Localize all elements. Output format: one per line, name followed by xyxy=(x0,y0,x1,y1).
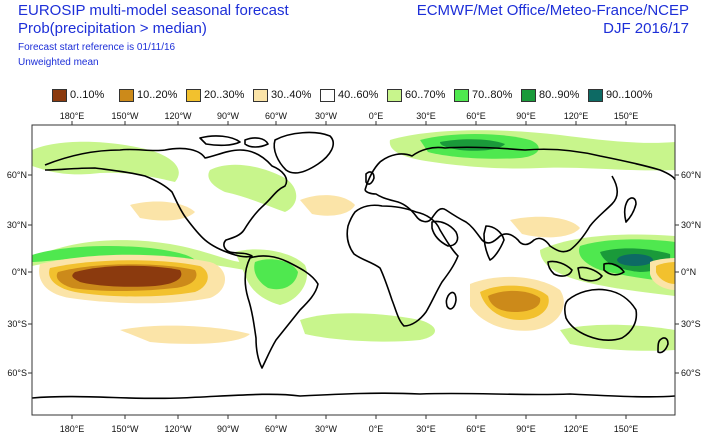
coast-eurasia xyxy=(364,146,676,253)
lon-label: 150°W xyxy=(111,424,139,434)
lat-label: 30°N xyxy=(681,220,701,230)
coast-north-america xyxy=(44,147,288,258)
centres-label: ECMWF/Met Office/Meteo-France/NCEP xyxy=(416,2,689,19)
legend-label: 10..20% xyxy=(137,89,178,101)
shade-driest-central-pacific xyxy=(72,265,182,287)
shade-drier-pacific-edge xyxy=(656,262,675,284)
lon-label: 30°E xyxy=(416,424,436,434)
lat-label: 30°S xyxy=(7,319,27,329)
lon-label: 0°E xyxy=(369,111,384,121)
coast-new-zealand xyxy=(657,337,669,354)
lon-label: 180°E xyxy=(60,424,85,434)
lat-label: 0°N xyxy=(681,267,696,277)
lon-label: 150°W xyxy=(111,111,139,121)
legend-label: 80..90% xyxy=(539,89,580,101)
lat-label: 60°N xyxy=(681,170,701,180)
lat-labels-left: 60°N 30°N 0°N 30°S 60°S xyxy=(7,170,27,378)
lon-label: 30°E xyxy=(416,111,436,121)
legend-swatch xyxy=(454,89,469,102)
legend-label: 30..40% xyxy=(271,89,312,101)
lon-label: 60°E xyxy=(466,424,486,434)
coast-britain xyxy=(365,171,375,185)
map-frame xyxy=(31,124,676,416)
lat-label: 30°N xyxy=(7,220,27,230)
lon-label: 150°E xyxy=(614,424,639,434)
coast-africa xyxy=(346,204,459,327)
coast-australia xyxy=(563,288,638,341)
coast-arabia xyxy=(431,220,459,247)
shade-dry-subtropics-north xyxy=(300,195,355,216)
lon-label: 120°W xyxy=(164,424,192,434)
lon-labels-bottom: 180°E 150°W 120°W 90°W 60°W 30°W 0°E 30°… xyxy=(60,424,639,434)
map-subtitle: Prob(precipitation > median) xyxy=(18,20,207,37)
lat-label: 30°S xyxy=(681,319,701,329)
tick-marks xyxy=(28,121,679,419)
legend-label: 60..70% xyxy=(405,89,446,101)
lon-labels-top: 180°E 150°W 120°W 90°W 60°W 30°W 0°E 30°… xyxy=(60,111,639,121)
coast-south-america xyxy=(244,255,319,369)
lon-label: 90°W xyxy=(217,424,240,434)
shade-dry-southern xyxy=(120,325,250,344)
legend-swatch xyxy=(52,89,67,102)
legend-swatch xyxy=(186,89,201,102)
lon-label: 180°E xyxy=(60,111,85,121)
lat-labels-right: 60°N 30°N 0°N 30°S 60°S xyxy=(681,170,701,378)
lon-label: 150°E xyxy=(614,111,639,121)
lon-label: 90°W xyxy=(217,111,240,121)
legend-swatch xyxy=(521,89,536,102)
coastlines xyxy=(31,131,676,400)
legend-swatch xyxy=(253,89,268,102)
probability-shading xyxy=(32,130,675,351)
shade-wet-north-america xyxy=(208,164,297,212)
legend-swatch xyxy=(387,89,402,102)
legend-swatch xyxy=(320,89,335,102)
lon-label: 60°E xyxy=(466,111,486,121)
shade-wet-south-atlantic xyxy=(300,313,435,342)
legend-swatch xyxy=(119,89,134,102)
lon-label: 120°E xyxy=(564,111,589,121)
legend-label: 20..30% xyxy=(204,89,245,101)
coast-japan xyxy=(623,197,637,223)
coast-madagascar xyxy=(445,291,457,310)
coast-india xyxy=(483,225,505,261)
legend-label: 70..80% xyxy=(472,89,513,101)
lon-label: 120°W xyxy=(164,111,192,121)
lon-label: 0°E xyxy=(369,424,384,434)
lat-label: 60°N xyxy=(7,170,27,180)
map-title: EUROSIP multi-model seasonal forecast xyxy=(18,2,289,19)
lon-label: 60°W xyxy=(265,424,288,434)
lat-label: 0°N xyxy=(12,267,27,277)
season-label: DJF 2016/17 xyxy=(603,20,689,37)
lon-label: 90°E xyxy=(516,111,536,121)
coast-greenland xyxy=(273,131,334,174)
shade-extreme-wet-pacific xyxy=(617,254,653,266)
shade-dry-east-asia xyxy=(510,216,580,238)
lat-label: 60°S xyxy=(7,368,27,378)
legend-label: 40..60% xyxy=(338,89,379,101)
lon-label: 30°W xyxy=(315,111,338,121)
shade-wetter-pacific-band xyxy=(32,246,195,262)
shade-wet-southern-ocean xyxy=(560,324,675,351)
legend-label: 0..10% xyxy=(70,89,105,101)
coast-arctic-islands xyxy=(199,135,269,148)
coast-indonesia xyxy=(547,260,625,282)
lat-label: 60°S xyxy=(681,368,701,378)
lon-label: 60°W xyxy=(265,111,288,121)
forecast-start: Forecast start reference is 01/11/16 xyxy=(18,42,176,53)
lon-label: 90°E xyxy=(516,424,536,434)
legend-label: 90..100% xyxy=(606,89,653,101)
weighting-note: Unweighted mean xyxy=(18,57,99,68)
shade-wet-north-pacific xyxy=(32,141,179,182)
lon-label: 30°W xyxy=(315,424,338,434)
legend-swatch xyxy=(588,89,603,102)
lon-label: 120°E xyxy=(564,424,589,434)
coast-antarctica xyxy=(31,392,676,400)
shade-wetter-amazon xyxy=(254,259,298,290)
shade-much-drier-indian-ocean xyxy=(488,290,541,312)
